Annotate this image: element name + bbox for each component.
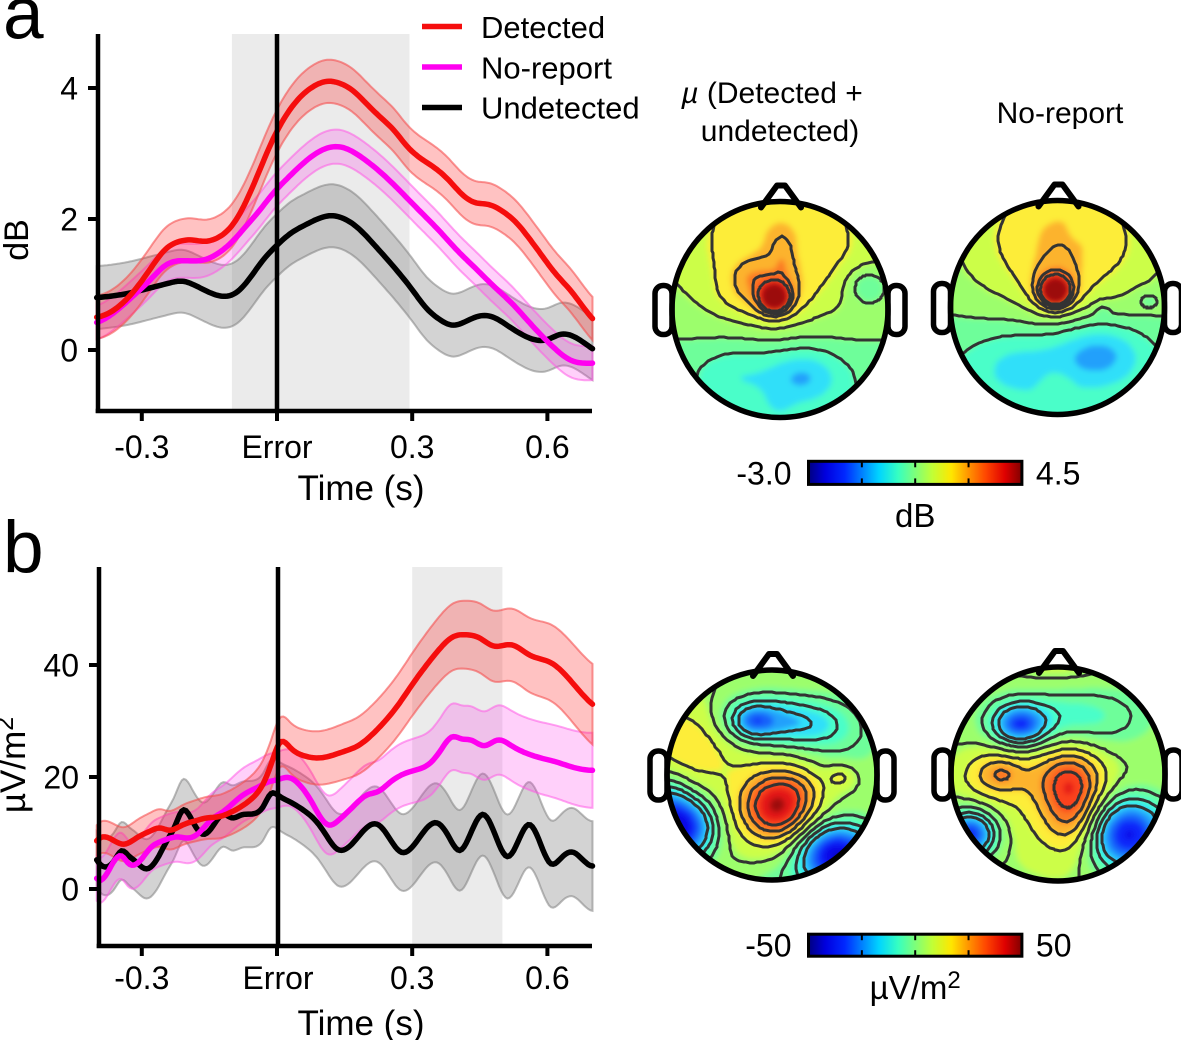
svg-text:-3.0: -3.0	[736, 455, 791, 491]
svg-text:50: 50	[1036, 928, 1072, 964]
svg-text:4: 4	[60, 71, 78, 107]
svg-text:dB: dB	[895, 497, 935, 534]
svg-text:-0.3: -0.3	[114, 429, 169, 465]
svg-text:20: 20	[43, 760, 79, 796]
svg-text:Detected: Detected	[481, 10, 605, 45]
svg-text:0: 0	[61, 872, 79, 908]
svg-text:0.3: 0.3	[390, 429, 434, 465]
svg-text:Time (s): Time (s)	[297, 1004, 424, 1040]
svg-text:Time (s): Time (s)	[297, 469, 424, 508]
svg-text:0: 0	[60, 333, 78, 369]
svg-text:4.5: 4.5	[1036, 455, 1080, 491]
svg-text:2: 2	[60, 202, 78, 238]
svg-text:dB: dB	[0, 219, 36, 261]
svg-text:Error: Error	[242, 960, 313, 996]
svg-text:0.6: 0.6	[525, 429, 569, 465]
svg-text:40: 40	[43, 648, 79, 684]
svg-text:0.6: 0.6	[525, 960, 569, 996]
svg-text:Error: Error	[241, 429, 312, 465]
svg-text:a: a	[3, 0, 44, 55]
svg-text:µV/m2: µV/m2	[0, 717, 33, 813]
svg-text:Undetected: Undetected	[481, 91, 640, 126]
svg-text:-50: -50	[745, 928, 791, 964]
svg-text:µV/m2: µV/m2	[870, 967, 961, 1006]
svg-text:b: b	[3, 507, 44, 588]
svg-text:µ (Detected +: µ (Detected +	[680, 77, 863, 110]
svg-text:No-report: No-report	[997, 97, 1124, 130]
svg-text:0.3: 0.3	[390, 960, 434, 996]
svg-text:undetected): undetected)	[701, 115, 859, 148]
svg-text:No-report: No-report	[481, 51, 612, 86]
svg-text:-0.3: -0.3	[114, 960, 169, 996]
